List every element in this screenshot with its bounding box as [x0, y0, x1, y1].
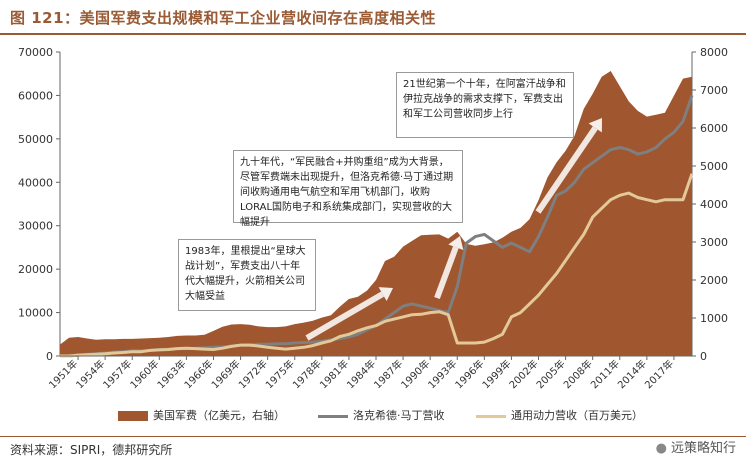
title-divider [0, 33, 746, 35]
left-axis-tick-label: 10000 [18, 307, 53, 320]
arrow-1980s-shaft [305, 291, 385, 341]
x-axis-tick-label: 1981年 [317, 357, 351, 391]
x-axis-tick-label: 1993年 [425, 357, 459, 391]
legend: 美国军费（亿美元，右轴） 洛克希德·马丁营收 通用动力营收（百万美元） [0, 404, 746, 426]
x-axis-tick-label: 1966年 [181, 357, 215, 391]
legend-label-military-spending: 美国军费（亿美元，右轴） [153, 409, 285, 422]
arrow-1980s-head [378, 287, 393, 301]
x-axis-tick-label: 1987年 [371, 357, 405, 391]
right-axis-tick-label: 6000 [700, 122, 728, 135]
right-axis-tick-label: 8000 [700, 46, 728, 59]
legend-label-general-dynamics: 通用动力营收（百万美元） [511, 409, 643, 422]
left-axis-tick-label: 50000 [18, 133, 53, 146]
left-axis-tick-label: 0 [46, 350, 53, 363]
x-axis-tick-label: 1984年 [344, 357, 378, 391]
legend-swatch-lockheed [318, 414, 348, 418]
source-note: 资料来源：SIPRI，德邦研究所 [10, 443, 173, 457]
legend-item-lockheed: 洛克希德·马丁营收 [318, 407, 445, 423]
x-axis-tick-label: 2002年 [506, 357, 540, 391]
legend-swatch-military-spending [118, 411, 148, 421]
right-axis-tick-label: 4000 [700, 198, 728, 211]
right-axis-tick-label: 0 [700, 350, 707, 363]
x-axis-tick-label: 1999年 [479, 357, 513, 391]
x-axis-tick-label: 1969年 [208, 357, 242, 391]
right-axis-tick-label: 1000 [700, 312, 728, 325]
x-axis: 1951年1954年1957年1960年1963年1966年1969年1972年… [46, 355, 692, 391]
x-axis-tick-label: 1957年 [100, 357, 134, 391]
right-axis-tick-label: 5000 [700, 160, 728, 173]
page-title: 图 121：美国军费支出规模和军工企业营收间存在高度相关性 [10, 9, 437, 27]
x-axis-tick-label: 2005年 [533, 357, 567, 391]
legend-swatch-general-dynamics [476, 414, 506, 418]
watermark-text: 远策略知行 [670, 441, 736, 456]
annotation-nineties-text: 九十年代，“军民融合+并购重组”成为大背景，尽管军费端未出现提升，但洛克希德·马… [240, 157, 454, 228]
x-axis-tick-label: 1954年 [73, 357, 107, 391]
left-axis-tick-label: 70000 [18, 46, 53, 59]
legend-item-general-dynamics: 通用动力营收（百万美元） [476, 407, 643, 423]
arrow-1980s [305, 287, 393, 341]
right-axis: 0 1000 2000 3000 4000 5000 6000 7000 8000 [691, 46, 728, 363]
watermark: ● 远策略知行 [656, 437, 736, 456]
x-axis-tick-label: 1990年 [398, 357, 432, 391]
legend-item-military-spending: 美国军费（亿美元，右轴） [118, 407, 285, 423]
arrow-1990s-head [448, 236, 464, 251]
x-axis-tick-label: 2014年 [615, 357, 649, 391]
legend-label-lockheed: 洛克希德·马丁营收 [353, 409, 445, 422]
annotation-1983-text: 1983年，里根提出“星球大战计划”，军费支出八十年代大幅提升，火箭相关公司大幅… [185, 246, 306, 302]
arrow-2000s-shaft [535, 126, 598, 214]
x-axis-tick-label: 1960年 [127, 357, 161, 391]
left-axis-tick-label: 40000 [18, 176, 53, 189]
footer-divider [0, 436, 746, 437]
series-layer [60, 71, 694, 358]
x-axis-tick-label: 2017年 [642, 357, 676, 391]
arrow-2000s-head [588, 118, 602, 133]
arrow-1990s [434, 236, 464, 300]
x-axis-tick-label: 1996年 [452, 357, 486, 391]
annotation-1983: 1983年，里根提出“星球大战计划”，军费支出八十年代大幅提升，火箭相关公司大幅… [178, 239, 316, 311]
right-axis-tick-label: 2000 [700, 274, 728, 287]
annotation-nineties: 九十年代，“军民融合+并购重组”成为大背景，尽管军费端未出现提升，但洛克希德·马… [233, 150, 463, 228]
x-axis-tick-label: 1963年 [154, 357, 188, 391]
annotation-21st-century: 21世纪第一个十年，在阿富汗战争和伊拉克战争的需求支撑下，军费支出和军工公司营收… [396, 72, 574, 138]
left-axis-tick-label: 20000 [18, 263, 53, 276]
x-axis-tick-label: 2008年 [561, 357, 595, 391]
title-bar: 图 121：美国军费支出规模和军工企业营收间存在高度相关性 [0, 0, 746, 35]
annotation-21st-century-text: 21世纪第一个十年，在阿富汗战争和伊拉克战争的需求支撑下，军费支出和军工公司营收… [403, 79, 566, 120]
x-axis-tick-label: 1978年 [290, 357, 324, 391]
left-axis-tick-label: 60000 [18, 89, 53, 102]
wechat-icon: ● [655, 441, 667, 456]
x-axis-tick-label: 1975年 [263, 357, 297, 391]
x-axis-tick-label: 1972年 [236, 357, 270, 391]
series-area-military-spending [60, 71, 692, 356]
arrow-2000s [535, 118, 602, 214]
arrow-1990s-shaft [434, 246, 459, 300]
chart: 0 10000 20000 30000 40000 50000 60000 70000 0 10… [18, 46, 728, 391]
left-axis-tick-label: 30000 [18, 220, 53, 233]
right-axis-tick-label: 3000 [700, 236, 728, 249]
arrows-layer [305, 118, 602, 341]
x-axis-tick-label: 2011年 [588, 357, 622, 391]
left-axis: 0 10000 20000 30000 40000 50000 60000 70000 [18, 46, 61, 363]
series-line-general-dynamics [60, 173, 694, 358]
right-axis-tick-label: 7000 [700, 84, 728, 97]
